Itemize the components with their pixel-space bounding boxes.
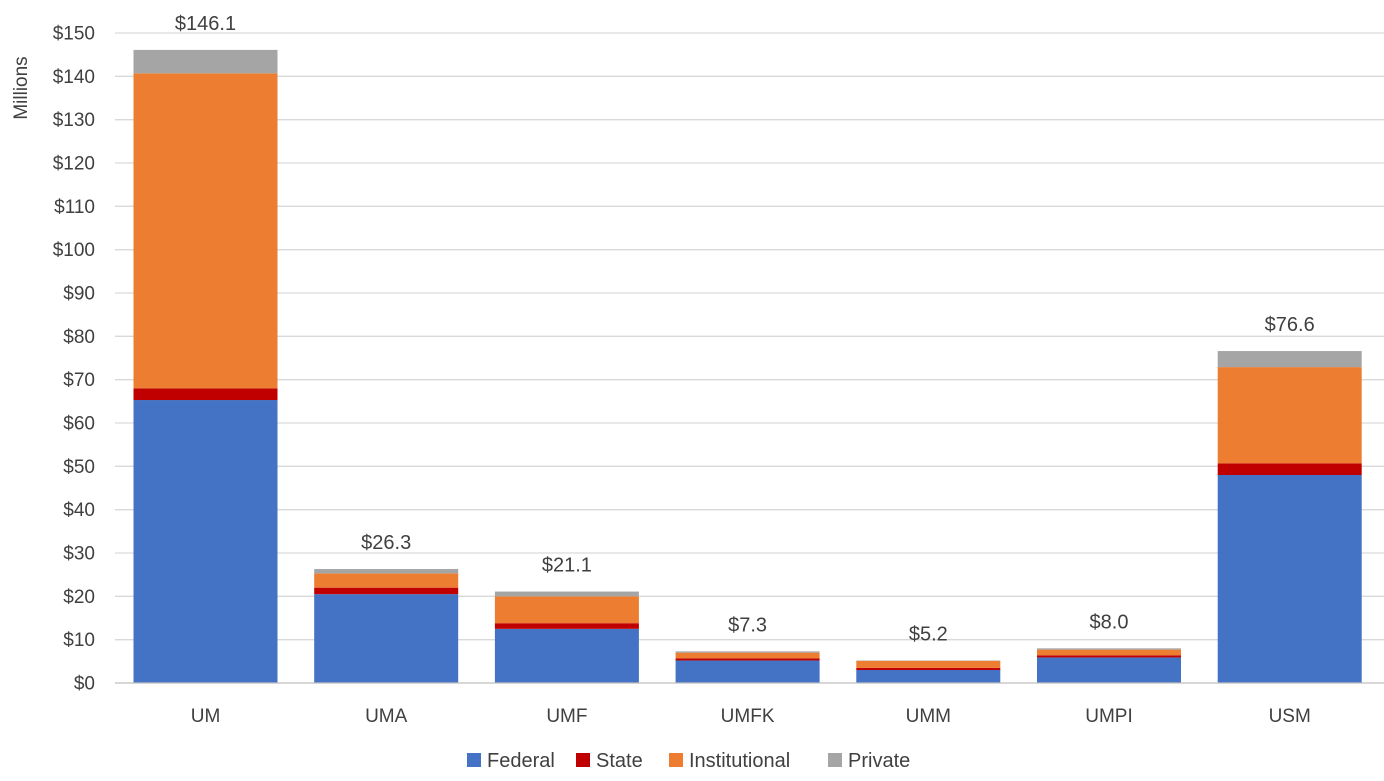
x-category-label: UMFK [721,706,775,727]
bars [133,49,1362,683]
total-label: $76.6 [1265,314,1315,336]
bar-private-usm [1217,351,1362,368]
y-tick-label: $90 [63,284,95,305]
x-category-label: UMF [546,706,587,727]
bar-federal-usm [1217,475,1362,683]
bar-institutional-umm [856,660,1001,668]
y-tick-label: $70 [63,370,95,391]
bar-federal-umpi [1037,657,1181,683]
y-tick-label: $20 [63,587,95,608]
bar-private-umpi [1037,648,1181,650]
bar-federal-umm [856,670,1001,683]
bar-state-umpi [1037,655,1181,658]
x-category-label: UMPI [1085,706,1133,727]
y-tick-label: $60 [63,414,95,435]
y-tick-label: $100 [53,240,95,261]
total-label: $7.3 [728,614,767,636]
gridlines [115,32,1384,641]
bar-institutional-umf [494,596,639,624]
y-tick-label: $0 [74,674,95,695]
bar-stack-umpi [1037,648,1181,683]
bar-institutional-umfk [675,652,820,659]
bar-state-usm [1217,463,1362,475]
bar-federal-umfk [675,660,820,683]
y-axis-ticks: $0 $10 $20 $30 $40 $50 $60 $70 $80 $90 $100 $110 $12… [53,24,95,695]
y-tick-label: $80 [63,327,95,348]
bar-institutional-umpi [1037,649,1181,656]
bar-private-uma [314,569,459,574]
total-label: $146.1 [175,13,236,35]
legend-item-state: State [576,750,643,772]
y-tick-label: $150 [53,24,95,45]
legend-swatch [467,753,481,767]
y-tick-label: $50 [63,457,95,478]
total-labels: $146.1 $26.3 $21.1 $7.3 $5.2 $8.0 $76.6 [175,13,1315,646]
x-category-label: UM [191,706,221,727]
legend-item-federal: Federal [467,750,555,772]
x-category-label: UMA [365,706,408,727]
bar-institutional-uma [314,573,459,588]
bar-stack-umm [856,660,1001,683]
legend-item-institutional: Institutional [669,750,790,772]
legend-swatch [576,753,590,767]
legend-swatch [828,753,842,767]
bar-federal-umf [494,628,639,683]
bar-state-umf [494,623,639,629]
legend-label: Federal [487,750,555,772]
x-category-label: USM [1269,706,1311,727]
bar-federal-um [133,400,278,683]
legend-label: Institutional [689,750,790,772]
bar-stack-umf [494,591,639,683]
total-label: $26.3 [361,532,411,554]
bar-private-umfk [675,651,820,653]
legend-label: Private [848,750,910,772]
y-tick-label: $110 [54,197,95,218]
legend-label: State [596,750,643,772]
y-tick-label: $40 [63,500,95,521]
bar-private-um [133,49,278,74]
legend: Federal State Institutional Private [467,750,910,772]
bar-institutional-um [133,73,278,389]
bar-stack-umfk [675,651,820,683]
bar-private-umf [494,591,639,597]
bar-federal-uma [314,594,459,683]
y-tick-label: $120 [53,154,95,175]
legend-swatch [669,753,683,767]
y-tick-label: $140 [53,67,95,88]
bar-stack-um [133,49,278,683]
bar-state-um [133,388,278,401]
total-label: $21.1 [542,555,592,577]
bar-stack-uma [314,569,459,683]
x-axis-categories: UM UMA UMF UMFK UMM UMPI USM [191,706,1311,727]
total-label: $5.2 [909,623,948,645]
x-category-label: UMM [906,706,951,727]
legend-item-private: Private [828,750,910,772]
bar-state-uma [314,587,459,595]
bar-stack-usm [1217,351,1362,683]
y-tick-label: $10 [63,630,95,651]
bar-state-umfk [675,658,820,661]
total-label: $8.0 [1090,611,1129,633]
y-axis-label: Millions [11,56,32,119]
y-tick-label: $30 [63,544,95,565]
y-tick-label: $130 [53,110,95,131]
bar-institutional-usm [1217,367,1362,464]
bar-state-umm [856,667,1001,670]
